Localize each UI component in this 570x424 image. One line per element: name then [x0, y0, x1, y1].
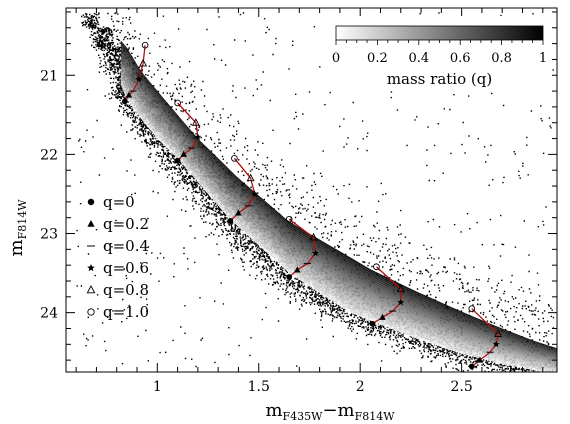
open-triangle-marker [191, 118, 200, 126]
legend-label: q=0 [103, 193, 135, 211]
colorbar-tick-label: 0.8 [491, 51, 512, 66]
colorbar: 0 0.2 0.4 0.6 0.8 1 mass ratio (q) [326, 16, 552, 90]
legend-label: q=1.0 [103, 303, 149, 321]
legend-item: q=1.0 [87, 303, 149, 321]
star-marker [135, 75, 143, 83]
legend-label: q=0.8 [103, 281, 149, 299]
open-circle-marker [141, 41, 149, 49]
filled-circle-marker [87, 198, 95, 206]
open-triangle-marker [309, 232, 318, 241]
x-tick-label: 2 [356, 379, 365, 395]
star-marker [397, 298, 405, 306]
legend-item: q=0 [87, 193, 135, 211]
filled-triangle-marker [87, 220, 95, 227]
plot-frame [65, 7, 558, 373]
y-axis: 21 22 23 24 [40, 11, 557, 361]
y-tick-label: 21 [40, 68, 58, 84]
open-circle-marker [87, 308, 95, 316]
open-circle-marker [285, 215, 293, 223]
open-triangle-marker [86, 285, 96, 294]
colorbar-gradient [335, 25, 544, 41]
filled-triangle-marker [235, 209, 242, 216]
x-tick-label: 1.5 [248, 379, 270, 395]
binary-tracks [121, 41, 503, 370]
y-tick-label: 22 [40, 147, 58, 163]
y-axis-label: mF814W [6, 199, 29, 257]
legend-label: q=0.6 [103, 259, 149, 277]
open-triangle-marker [494, 329, 503, 337]
filled-triangle-marker [294, 266, 301, 273]
colorbar-label: mass ratio (q) [387, 70, 492, 88]
legend-label: q=0.4 [103, 237, 149, 255]
legend-item: q=0.2 [87, 215, 149, 233]
y-tick-label: 23 [40, 227, 58, 243]
binary-band-strip [120, 72, 557, 369]
legend-item: q=0.6 [87, 259, 149, 277]
x-tick-label: 2.5 [451, 379, 473, 395]
legend-item: q=0.4 [87, 237, 149, 255]
binary-band-strip [120, 66, 557, 365]
binary-band-strip [120, 71, 557, 368]
filled-circle-marker [468, 363, 475, 370]
filled-circle-marker [286, 274, 293, 280]
legend-item: q=0.8 [86, 281, 149, 299]
binary-band-strip [120, 54, 557, 358]
star-points [76, 8, 557, 372]
x-tick-label: 1 [153, 379, 162, 395]
x-axis: 1 1.5 2 2.5 [75, 8, 544, 395]
colorbar-tick-label: 1 [539, 51, 547, 66]
open-circle-marker [373, 263, 380, 271]
colorbar-tick-label: 0.4 [408, 51, 429, 66]
colorbar-tick-label: 0 [332, 51, 340, 66]
star-marker [194, 133, 202, 140]
photometry-points [76, 8, 557, 372]
colorbar-tick-label: 0.6 [450, 51, 471, 66]
star-marker [492, 340, 500, 348]
colorbar-tick-label: 0.2 [367, 51, 388, 66]
filled-triangle-marker [125, 91, 133, 98]
filled-circle-marker [174, 157, 181, 164]
open-triangle-marker [246, 173, 255, 182]
filled-circle-marker [369, 320, 376, 327]
open-circle-marker [174, 99, 181, 107]
y-tick-label: 24 [40, 306, 58, 322]
legend: q=0 q=0.2 q=0.4 q=0.6 q=0.8 q=1.0 [86, 193, 149, 321]
legend-label: q=0.2 [103, 215, 149, 233]
binary-band-strip [120, 62, 557, 363]
open-circle-marker [231, 155, 238, 162]
filled-triangle-marker [180, 150, 187, 157]
binary-band-strip [120, 52, 557, 357]
open-circle-marker [468, 305, 476, 313]
binary-sequence-band [120, 40, 557, 372]
filled-circle-marker [227, 217, 234, 224]
filled-triangle-marker [476, 356, 484, 363]
open-triangle-marker [139, 58, 148, 67]
axes-box [65, 7, 558, 373]
binary-band-strip [120, 55, 557, 359]
x-axis-label: mF435W−mF814W [265, 400, 395, 423]
filled-circle-marker [121, 98, 128, 105]
open-triangle-marker [396, 284, 405, 292]
star-marker [87, 264, 95, 272]
binary-band-strip [120, 69, 557, 367]
star-marker [312, 249, 319, 257]
filled-triangle-marker [379, 313, 386, 320]
star-marker [251, 190, 259, 197]
